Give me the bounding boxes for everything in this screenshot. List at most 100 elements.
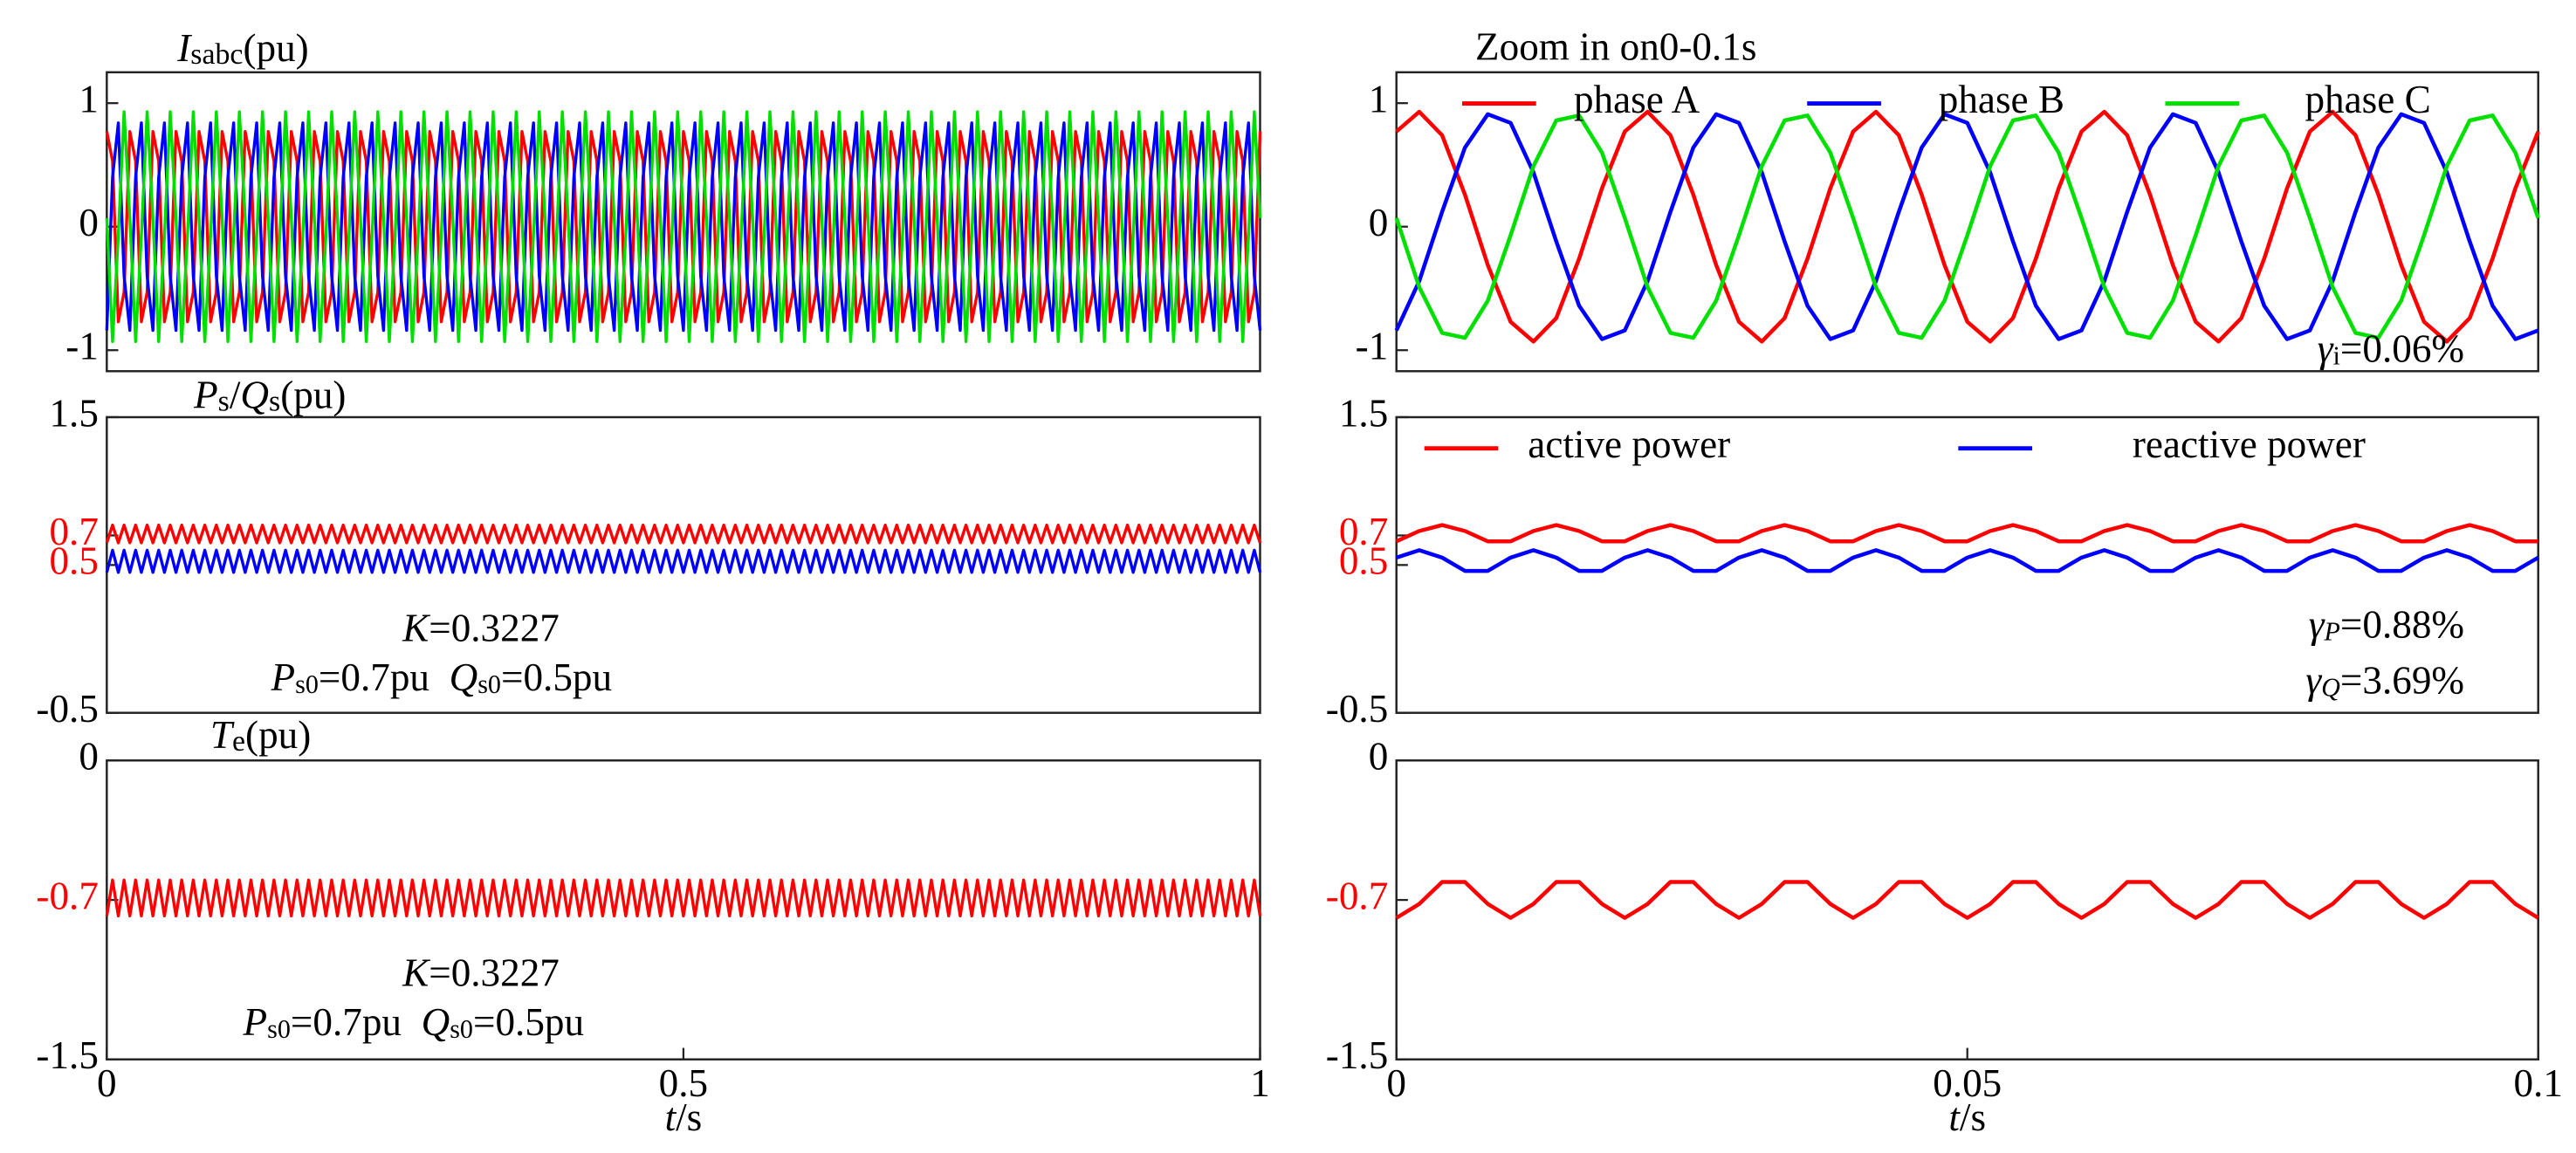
y-axis-label-part: Q xyxy=(240,374,269,417)
annotation-part: K xyxy=(402,607,431,650)
annotation-part: =0.7pu xyxy=(319,655,450,699)
y-tick-label: 0 xyxy=(79,201,99,244)
annotation-part: K xyxy=(402,951,431,995)
y-axis-label-part: (pu) xyxy=(243,27,308,71)
annotation-part: s0 xyxy=(295,669,319,698)
x-tick-label: 1 xyxy=(1250,1061,1270,1105)
annotation: K=0.3227 xyxy=(402,607,560,650)
y-tick-label: 1.5 xyxy=(49,391,98,435)
y-tick-label: 0.5 xyxy=(49,539,98,583)
annotation-part: γ xyxy=(2305,659,2322,703)
y-axis-label-part: e xyxy=(232,725,245,758)
x-axis-label: t/s xyxy=(665,1096,703,1140)
annotation-part: s0 xyxy=(477,669,501,698)
y-tick-label: 1 xyxy=(79,78,99,121)
annotation-part: =0.7pu xyxy=(291,1000,422,1044)
y-axis-label-part: I xyxy=(176,27,192,71)
annotation-part: =0.3227 xyxy=(429,951,560,995)
y-tick-label: -1 xyxy=(1356,325,1389,368)
annotation-part: i xyxy=(2333,340,2340,370)
legend-label: active power xyxy=(1528,422,1730,466)
y-axis-label: Isabc(pu) xyxy=(176,27,308,72)
annotation-part: γ xyxy=(2309,603,2325,647)
y-tick-label: 0 xyxy=(1369,201,1389,244)
y-axis-label: Te(pu) xyxy=(210,713,311,758)
x-axis-label: t/s xyxy=(1948,1096,1986,1140)
annotation-part: =0.5pu xyxy=(473,1000,584,1044)
y-tick-label: -1.5 xyxy=(1326,1033,1388,1077)
annotation-part: Q xyxy=(450,655,478,699)
y-axis-label-part: T xyxy=(210,713,235,757)
annotation-part: Q xyxy=(2321,672,2340,702)
annotation: Ps0=0.7pu Qs0=0.5pu xyxy=(243,1000,585,1044)
annotation: γP=0.88% xyxy=(2309,603,2464,647)
annotation-part: Q xyxy=(422,1000,450,1044)
series-line xyxy=(105,110,1262,344)
annotation-part: s0 xyxy=(450,1014,473,1044)
x-tick-label: 0.1 xyxy=(2513,1061,2562,1105)
y-axis-label-part: P xyxy=(193,374,218,417)
annotation-part: γ xyxy=(2318,327,2334,371)
annotation-part: =0.3227 xyxy=(429,607,560,650)
series-line xyxy=(1395,523,2538,544)
annotation: γQ=3.69% xyxy=(2305,659,2464,703)
y-tick-label: 1.5 xyxy=(1339,391,1388,435)
legend-label: reactive power xyxy=(2133,422,2366,466)
annotation-part: P xyxy=(2323,616,2339,646)
y-tick-label: -0.7 xyxy=(1326,874,1388,917)
series-line xyxy=(105,130,1262,324)
y-tick-label: 1 xyxy=(1369,78,1389,121)
x-tick-label: 0.5 xyxy=(659,1061,708,1105)
x-axis-label-part: t xyxy=(1948,1096,1961,1140)
x-axis-label-part: t xyxy=(665,1096,677,1140)
y-axis-label-part: sabc xyxy=(190,39,243,72)
y-axis-label-part: / xyxy=(230,374,241,417)
y-axis-label: Ps/Qs(pu) xyxy=(193,374,346,418)
series-line xyxy=(1394,113,2540,340)
annotation-part: P xyxy=(271,655,296,699)
annotation-part: =0.06% xyxy=(2340,327,2464,371)
y-tick-label: 0 xyxy=(1369,735,1389,779)
y-tick-label: 0.5 xyxy=(1339,539,1388,583)
y-tick-label: -0.5 xyxy=(1326,687,1388,731)
annotation: K=0.3227 xyxy=(402,951,560,995)
annotation-part: s0 xyxy=(267,1014,291,1044)
chart-title: Zoom in on0-0.1s xyxy=(1475,25,1756,69)
series-line xyxy=(1395,109,2540,344)
y-tick-label: -1.5 xyxy=(36,1033,98,1077)
annotation: Ps0=0.7pu Qs0=0.5pu xyxy=(271,655,613,699)
annotation-part: =3.69% xyxy=(2340,659,2464,703)
x-tick-label: 0.05 xyxy=(1933,1061,2002,1105)
annotation-part: =0.88% xyxy=(2340,603,2464,647)
legend-label: phase B xyxy=(1939,78,2064,121)
x-tick-label: 0 xyxy=(1386,1061,1406,1105)
series-line xyxy=(105,548,1262,574)
y-axis-label-part: s xyxy=(218,386,230,418)
series-line xyxy=(1395,880,2539,920)
y-tick-label: -0.5 xyxy=(36,687,98,731)
y-axis-label-part: (pu) xyxy=(280,374,346,417)
y-axis-label-part: s xyxy=(269,386,280,418)
plot-frame xyxy=(1395,759,2539,1060)
y-axis-label-part: (pu) xyxy=(245,713,311,757)
series-line xyxy=(105,121,1262,333)
annotation-part: P xyxy=(243,1000,268,1044)
series-line xyxy=(1396,548,2539,573)
annotation-part: =0.5pu xyxy=(501,655,612,699)
annotation: γi=0.06% xyxy=(2318,327,2464,371)
x-axis-label-part: /s xyxy=(676,1096,702,1140)
series-line xyxy=(1394,112,2539,341)
series-line xyxy=(105,523,1262,545)
y-tick-label: 0.7 xyxy=(1339,510,1388,553)
series-line xyxy=(105,878,1262,918)
x-tick-label: 0 xyxy=(97,1061,117,1105)
y-tick-label: 0 xyxy=(79,735,99,779)
legend-label: phase A xyxy=(1574,78,1700,121)
y-tick-label: -1 xyxy=(65,325,99,368)
x-axis-label-part: /s xyxy=(1960,1096,1986,1140)
y-tick-label: -0.7 xyxy=(36,874,98,917)
y-tick-label: 0.7 xyxy=(49,510,98,553)
legend-label: phase C xyxy=(2305,78,2430,121)
